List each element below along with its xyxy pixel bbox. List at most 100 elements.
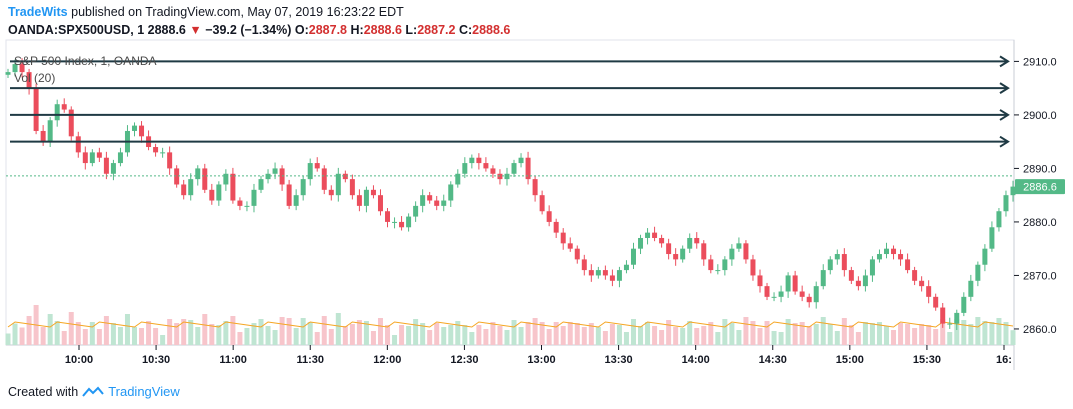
- volume-bar: [940, 319, 946, 345]
- symbol-name: OANDA:SPX500USD, 1: [8, 23, 145, 37]
- volume-bar: [869, 323, 875, 345]
- volume-bar: [279, 317, 285, 345]
- author-name[interactable]: TradeWits: [8, 5, 68, 19]
- candle-body: [954, 312, 960, 324]
- volume-bar: [926, 325, 932, 345]
- candle-body: [272, 168, 278, 174]
- volume-bar: [792, 323, 798, 345]
- volume-bar: [736, 330, 742, 345]
- tradingview-logo-icon: [82, 386, 104, 397]
- last-price: 2888.6: [147, 23, 186, 37]
- volume-bar: [258, 319, 264, 345]
- candle-body: [855, 280, 861, 287]
- candle-body: [82, 152, 88, 164]
- candle-body: [237, 200, 243, 206]
- symbol-ohlc-line: OANDA:SPX500USD, 1 2888.6 ▼ −39.2 (−1.34…: [8, 23, 510, 37]
- volume-bar: [349, 324, 355, 345]
- volume-bar: [883, 326, 889, 345]
- candle-body: [729, 248, 735, 260]
- volume-bar: [595, 327, 601, 345]
- volume-bar: [455, 321, 461, 345]
- volume-bar: [778, 332, 784, 345]
- volume-bar: [806, 326, 812, 345]
- volume-bar: [687, 321, 693, 345]
- candle-body: [441, 200, 447, 206]
- price-tick-label: 2860.0: [1023, 324, 1057, 336]
- candle-body: [891, 248, 897, 255]
- close-label: C:: [458, 23, 473, 37]
- candle-body: [1010, 186, 1016, 196]
- candle-body: [40, 130, 46, 142]
- volume-bar: [1010, 330, 1016, 345]
- candle-body: [680, 248, 686, 260]
- candle-body: [792, 275, 798, 292]
- candle-body: [743, 243, 749, 260]
- candle-body: [307, 163, 313, 180]
- candle-body: [715, 270, 721, 272]
- candle-body: [174, 168, 180, 185]
- volume-bar: [483, 329, 489, 345]
- candle-body: [279, 168, 285, 185]
- candle-body: [370, 189, 376, 196]
- volume-bar: [223, 321, 229, 345]
- candle-body: [623, 264, 629, 271]
- time-tick-label: 14:00: [682, 354, 710, 366]
- candle-body: [989, 227, 995, 249]
- price-tick-label: 2870.0: [1023, 270, 1057, 282]
- volume-bar: [961, 320, 967, 345]
- time-axis[interactable]: 10:00 10:30 11:00 11:30 12:00 12:30 13:00 13:30…: [65, 345, 1012, 366]
- candle-body: [560, 232, 566, 244]
- horizontal-rays[interactable]: [10, 55, 1010, 148]
- candle-body: [616, 270, 622, 281]
- volume-bar: [392, 335, 398, 345]
- time-tick-label: 15:00: [836, 354, 864, 366]
- volume-bar: [328, 329, 334, 345]
- candle-body: [335, 173, 341, 196]
- volume-bar: [314, 332, 320, 345]
- price-axis[interactable]: 2910.0 2900.0 2890.0 2880.0 2870.0 2860.0: [1014, 56, 1057, 336]
- volume-bar: [645, 322, 651, 345]
- price-change: −39.2 (−1.34%): [205, 23, 292, 37]
- volume-bar: [342, 326, 348, 345]
- volume-bar: [757, 328, 763, 345]
- volume-legend[interactable]: Vol (20): [14, 71, 55, 85]
- candle-body: [223, 173, 229, 185]
- volume-bar: [855, 332, 861, 345]
- candle-body: [532, 179, 538, 196]
- candle-body: [820, 270, 826, 287]
- volume-bar: [385, 325, 391, 345]
- candle-body: [883, 248, 889, 255]
- time-tick-label: 11:30: [296, 354, 324, 366]
- candle-body: [265, 173, 271, 180]
- candle-body: [708, 259, 714, 271]
- candle-body: [455, 173, 461, 185]
- volume-bar: [75, 322, 81, 345]
- price-tick-label: 2890.0: [1023, 163, 1057, 175]
- candle-body: [75, 136, 81, 153]
- volume-bar: [40, 327, 46, 345]
- series-legend[interactable]: S&P 500 Index, 1, OANDA: [14, 54, 157, 68]
- candle-body: [940, 307, 946, 324]
- candle-body: [483, 163, 489, 169]
- volume-bar: [588, 323, 594, 345]
- candle-body: [167, 152, 173, 169]
- volume-bar: [272, 330, 278, 345]
- candle-body: [588, 270, 594, 276]
- volume-bar: [181, 319, 187, 345]
- volume-bar: [715, 332, 721, 345]
- open-value: 2887.8: [308, 23, 347, 37]
- volume-bar: [82, 329, 88, 345]
- candle-body: [300, 179, 306, 196]
- candle-body: [778, 291, 784, 297]
- candle-body: [356, 195, 362, 206]
- candle-body: [666, 243, 672, 255]
- candle-body: [89, 152, 95, 164]
- volume-bar: [876, 322, 882, 345]
- candle-body: [209, 189, 215, 201]
- volume-bar: [638, 326, 644, 345]
- candle-body: [377, 195, 383, 212]
- candle-body: [926, 286, 932, 297]
- tradingview-link[interactable]: TradingView: [108, 384, 180, 399]
- volume-bar: [434, 323, 440, 345]
